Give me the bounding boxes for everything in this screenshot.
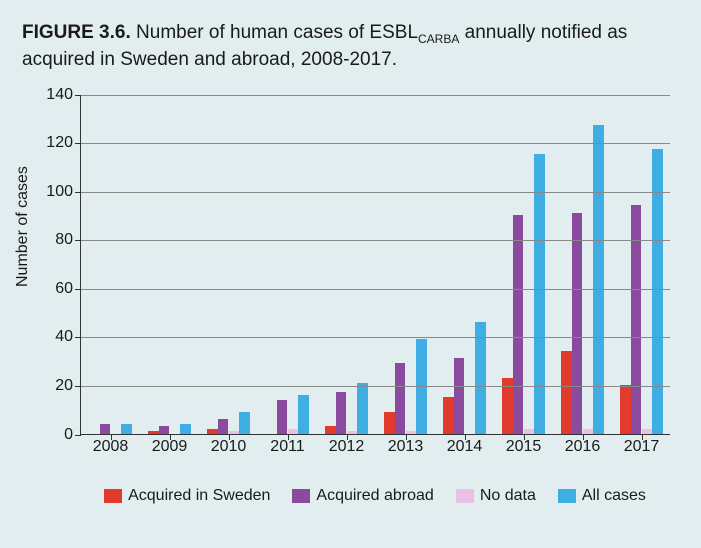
y-tick-mark [75,289,81,290]
legend: Acquired in Sweden Acquired abroad No data… [80,487,670,505]
y-tick-label: 60 [55,280,73,298]
x-tick-mark [642,434,643,440]
bar [475,322,486,434]
y-tick-mark [75,337,81,338]
bar [207,429,218,434]
y-axis-label: Number of cases [14,166,32,287]
title-text-a: Number of human cases of ESBL [131,22,418,43]
y-tick-label: 40 [55,328,73,346]
y-tick-label: 80 [55,231,73,249]
bar [148,431,159,433]
y-tick-label: 100 [46,183,73,201]
bar [357,383,368,434]
legend-swatch [292,489,310,503]
x-tick-label: 2009 [152,438,188,456]
bar [288,429,299,434]
bar [347,431,358,433]
y-tick-label: 120 [46,134,73,152]
legend-swatch [558,489,576,503]
gridline [81,95,670,96]
x-tick-label: 2014 [447,438,483,456]
x-tick-mark [347,434,348,440]
legend-label: Acquired in Sweden [128,487,270,505]
bars-layer [81,95,670,434]
y-tick-label: 20 [55,377,73,395]
legend-item: No data [456,487,536,505]
x-tick-mark [465,434,466,440]
y-tick-mark [75,95,81,96]
x-tick-label: 2010 [211,438,247,456]
gridline [81,386,670,387]
x-tick-mark [524,434,525,440]
legend-label: All cases [582,487,646,505]
x-tick-mark [288,434,289,440]
bar [277,400,288,434]
x-tick-label: 2015 [506,438,542,456]
gridline [81,337,670,338]
x-tick-label: 2011 [270,438,304,456]
x-tick-label: 2008 [93,438,129,456]
x-tick-label: 2013 [388,438,424,456]
bar [561,351,572,434]
x-tick-mark [170,434,171,440]
bar [239,412,250,434]
bar [583,429,594,434]
x-tick-label: 2016 [565,438,601,456]
bar [443,397,454,433]
y-tick-label: 0 [64,426,73,444]
y-tick-mark [75,386,81,387]
legend-item: Acquired abroad [292,487,433,505]
legend-item: All cases [558,487,646,505]
bar [524,429,535,434]
gridline [81,289,670,290]
gridline [81,240,670,241]
legend-label: No data [480,487,536,505]
bar [593,125,604,433]
legend-swatch [456,489,474,503]
bar [534,154,545,433]
bar [642,429,653,434]
gridline [81,143,670,144]
y-tick-label: 140 [46,86,73,104]
legend-item: Acquired in Sweden [104,487,270,505]
title-subscript: CARBA [418,32,459,46]
bar [336,392,347,433]
chart-container: Number of cases 200820092010201120122013… [22,87,679,507]
y-tick-mark [75,240,81,241]
x-tick-mark [583,434,584,440]
y-tick-mark [75,143,81,144]
bar [406,431,417,433]
x-tick-label: 2017 [624,438,660,456]
x-tick-mark [406,434,407,440]
x-axis-labels: 2008 2009 2010 2011 2012 2013 2014 2015 2016 2017 [81,438,670,462]
legend-swatch [104,489,122,503]
bar [218,419,229,434]
bar [395,363,406,433]
bar [384,412,395,434]
plot-area: 2008200920102011201220132014201520162017… [80,95,670,435]
y-tick-mark [75,192,81,193]
y-tick-mark [75,435,81,436]
x-tick-label: 2012 [329,438,365,456]
bar [229,431,240,433]
title-text-b: annually notified as [459,22,627,43]
bar [159,426,170,433]
bar [620,385,631,434]
legend-label: Acquired abroad [316,487,433,505]
bar [572,213,583,434]
x-tick-mark [229,434,230,440]
bar [513,215,524,434]
bar [325,426,336,433]
figure-label: FIGURE 3.6. [22,22,131,43]
bar [180,424,191,434]
bar [298,395,309,434]
figure-title-line-1: FIGURE 3.6. Number of human cases of ESB… [22,20,679,47]
gridline [81,192,670,193]
figure-title-line-2: acquired in Sweden and abroad, 2008-2017… [22,47,679,73]
bar [454,358,465,433]
figure-title: FIGURE 3.6. Number of human cases of ESB… [22,20,679,73]
x-tick-mark [111,434,112,440]
bar [121,424,132,434]
bar [100,424,111,434]
